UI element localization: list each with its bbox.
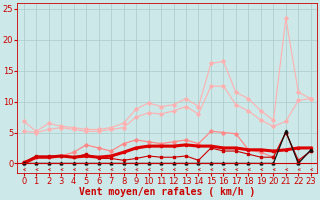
X-axis label: Vent moyen/en rafales ( km/h ): Vent moyen/en rafales ( km/h ) <box>79 187 255 197</box>
